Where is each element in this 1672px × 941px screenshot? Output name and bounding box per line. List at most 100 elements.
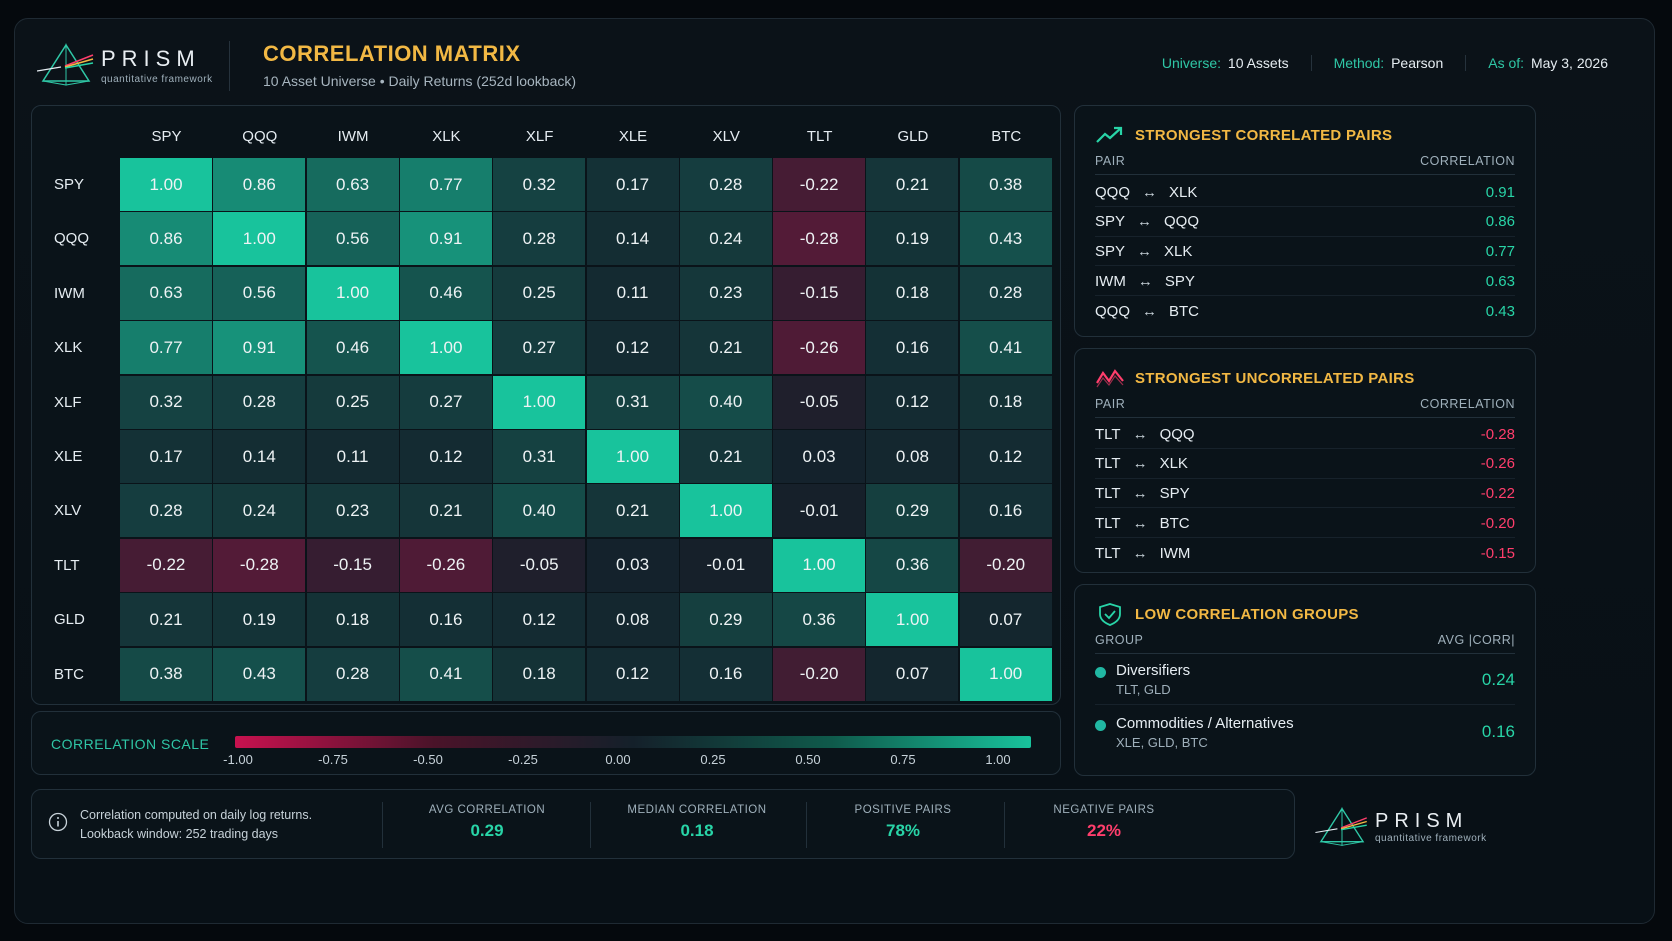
matrix-cell[interactable]: 0.11 (306, 430, 399, 483)
matrix-cell[interactable]: 0.77 (120, 321, 212, 375)
pair-row[interactable]: QQQ ↔ BTC 0.43 (1095, 297, 1515, 326)
matrix-cell[interactable]: 0.03 (773, 430, 866, 483)
matrix-cell[interactable]: 1.00 (493, 375, 586, 429)
matrix-cell[interactable]: 0.08 (586, 593, 679, 647)
matrix-cell[interactable]: 0.16 (959, 484, 1052, 538)
pair-row[interactable]: TLT ↔ SPY -0.22 (1095, 479, 1515, 509)
matrix-cell[interactable]: 0.29 (679, 593, 772, 647)
matrix-cell[interactable]: 0.18 (306, 593, 399, 647)
matrix-cell[interactable]: 0.41 (959, 321, 1052, 375)
matrix-cell[interactable]: 1.00 (120, 158, 212, 211)
matrix-cell[interactable]: 0.24 (213, 484, 306, 538)
matrix-cell[interactable]: 0.12 (866, 375, 959, 429)
matrix-cell[interactable]: 0.46 (306, 321, 399, 375)
pair-row[interactable]: TLT ↔ BTC -0.20 (1095, 509, 1515, 539)
matrix-cell[interactable]: 0.28 (959, 266, 1052, 320)
matrix-cell[interactable]: 0.27 (493, 321, 586, 375)
matrix-cell[interactable]: 0.18 (866, 266, 959, 320)
matrix-cell[interactable]: 0.12 (399, 430, 492, 483)
matrix-cell[interactable]: 0.17 (586, 158, 679, 211)
matrix-cell[interactable]: 0.24 (679, 212, 772, 266)
matrix-cell[interactable]: 0.07 (959, 593, 1052, 647)
pair-row[interactable]: TLT ↔ XLK -0.26 (1095, 450, 1515, 479)
matrix-cell[interactable]: 0.41 (399, 647, 492, 701)
matrix-cell[interactable]: 1.00 (306, 266, 399, 320)
pair-row[interactable]: TLT ↔ QQQ -0.28 (1095, 420, 1515, 449)
matrix-cell[interactable]: -0.01 (679, 538, 772, 592)
matrix-cell[interactable]: 0.29 (866, 484, 959, 538)
matrix-cell[interactable]: 0.11 (586, 266, 679, 320)
matrix-cell[interactable]: -0.22 (773, 158, 866, 211)
matrix-cell[interactable]: -0.15 (306, 538, 399, 592)
matrix-cell[interactable]: 1.00 (213, 212, 306, 266)
pair-row[interactable]: IWM ↔ SPY 0.63 (1095, 267, 1515, 297)
matrix-cell[interactable]: -0.28 (213, 538, 306, 592)
matrix-cell[interactable]: 1.00 (679, 484, 772, 538)
matrix-cell[interactable]: -0.26 (773, 321, 866, 375)
matrix-cell[interactable]: 0.27 (399, 375, 492, 429)
matrix-cell[interactable]: 0.17 (120, 430, 212, 483)
pair-row[interactable]: SPY ↔ XLK 0.77 (1095, 237, 1515, 267)
matrix-cell[interactable]: 0.36 (773, 593, 866, 647)
matrix-cell[interactable]: 0.03 (586, 538, 679, 592)
matrix-cell[interactable]: 0.86 (120, 212, 212, 266)
pair-row[interactable]: TLT ↔ IWM -0.15 (1095, 539, 1515, 568)
matrix-cell[interactable]: 0.25 (306, 375, 399, 429)
matrix-cell[interactable]: 0.08 (866, 430, 959, 483)
matrix-cell[interactable]: 1.00 (399, 321, 492, 375)
matrix-cell[interactable]: -0.26 (399, 538, 492, 592)
matrix-cell[interactable]: 0.21 (399, 484, 492, 538)
matrix-cell[interactable]: 0.46 (399, 266, 492, 320)
matrix-cell[interactable]: 0.23 (306, 484, 399, 538)
matrix-cell[interactable]: 0.16 (866, 321, 959, 375)
matrix-cell[interactable]: 0.40 (493, 484, 586, 538)
matrix-cell[interactable]: 0.18 (959, 375, 1052, 429)
pair-row[interactable]: QQQ ↔ XLK 0.91 (1095, 178, 1515, 207)
matrix-cell[interactable]: 0.32 (493, 158, 586, 211)
matrix-cell[interactable]: -0.15 (773, 266, 866, 320)
matrix-cell[interactable]: 0.28 (120, 484, 212, 538)
matrix-cell[interactable]: -0.05 (493, 538, 586, 592)
matrix-cell[interactable]: -0.20 (773, 647, 866, 701)
matrix-cell[interactable]: 0.31 (493, 430, 586, 483)
matrix-cell[interactable]: 0.23 (679, 266, 772, 320)
matrix-cell[interactable]: 0.56 (213, 266, 306, 320)
matrix-cell[interactable]: 0.12 (493, 593, 586, 647)
matrix-cell[interactable]: 0.21 (586, 484, 679, 538)
matrix-cell[interactable]: 0.91 (213, 321, 306, 375)
matrix-cell[interactable]: 0.18 (493, 647, 586, 701)
matrix-cell[interactable]: 0.32 (120, 375, 212, 429)
pair-row[interactable]: SPY ↔ QQQ 0.86 (1095, 208, 1515, 237)
matrix-cell[interactable]: 0.12 (959, 430, 1052, 483)
matrix-cell[interactable]: 0.21 (679, 321, 772, 375)
matrix-cell[interactable]: -0.28 (773, 212, 866, 266)
matrix-cell[interactable]: 0.19 (866, 212, 959, 266)
matrix-cell[interactable]: 0.43 (959, 212, 1052, 266)
matrix-cell[interactable]: 0.14 (213, 430, 306, 483)
matrix-cell[interactable]: 0.16 (399, 593, 492, 647)
matrix-cell[interactable]: 0.36 (866, 538, 959, 592)
matrix-cell[interactable]: 0.31 (586, 375, 679, 429)
matrix-cell[interactable]: -0.22 (120, 538, 212, 592)
matrix-cell[interactable]: 0.77 (399, 158, 492, 211)
matrix-cell[interactable]: 0.14 (586, 212, 679, 266)
matrix-cell[interactable]: 1.00 (866, 593, 959, 647)
matrix-cell[interactable]: -0.01 (773, 484, 866, 538)
matrix-cell[interactable]: 0.28 (306, 647, 399, 701)
matrix-cell[interactable]: 0.91 (399, 212, 492, 266)
matrix-cell[interactable]: 0.86 (213, 158, 306, 211)
matrix-cell[interactable]: 0.28 (213, 375, 306, 429)
matrix-cell[interactable]: 0.07 (866, 647, 959, 701)
matrix-cell[interactable]: 0.12 (586, 321, 679, 375)
matrix-cell[interactable]: 0.43 (213, 647, 306, 701)
matrix-cell[interactable]: 0.38 (959, 158, 1052, 211)
matrix-cell[interactable]: 0.19 (213, 593, 306, 647)
matrix-cell[interactable]: 1.00 (773, 538, 866, 592)
matrix-cell[interactable]: 1.00 (959, 647, 1052, 701)
matrix-cell[interactable]: 0.21 (866, 158, 959, 211)
matrix-cell[interactable]: 0.21 (120, 593, 212, 647)
matrix-cell[interactable]: 0.16 (679, 647, 772, 701)
matrix-cell[interactable]: 0.28 (679, 158, 772, 211)
matrix-cell[interactable]: 0.63 (120, 266, 212, 320)
matrix-cell[interactable]: 0.21 (679, 430, 772, 483)
